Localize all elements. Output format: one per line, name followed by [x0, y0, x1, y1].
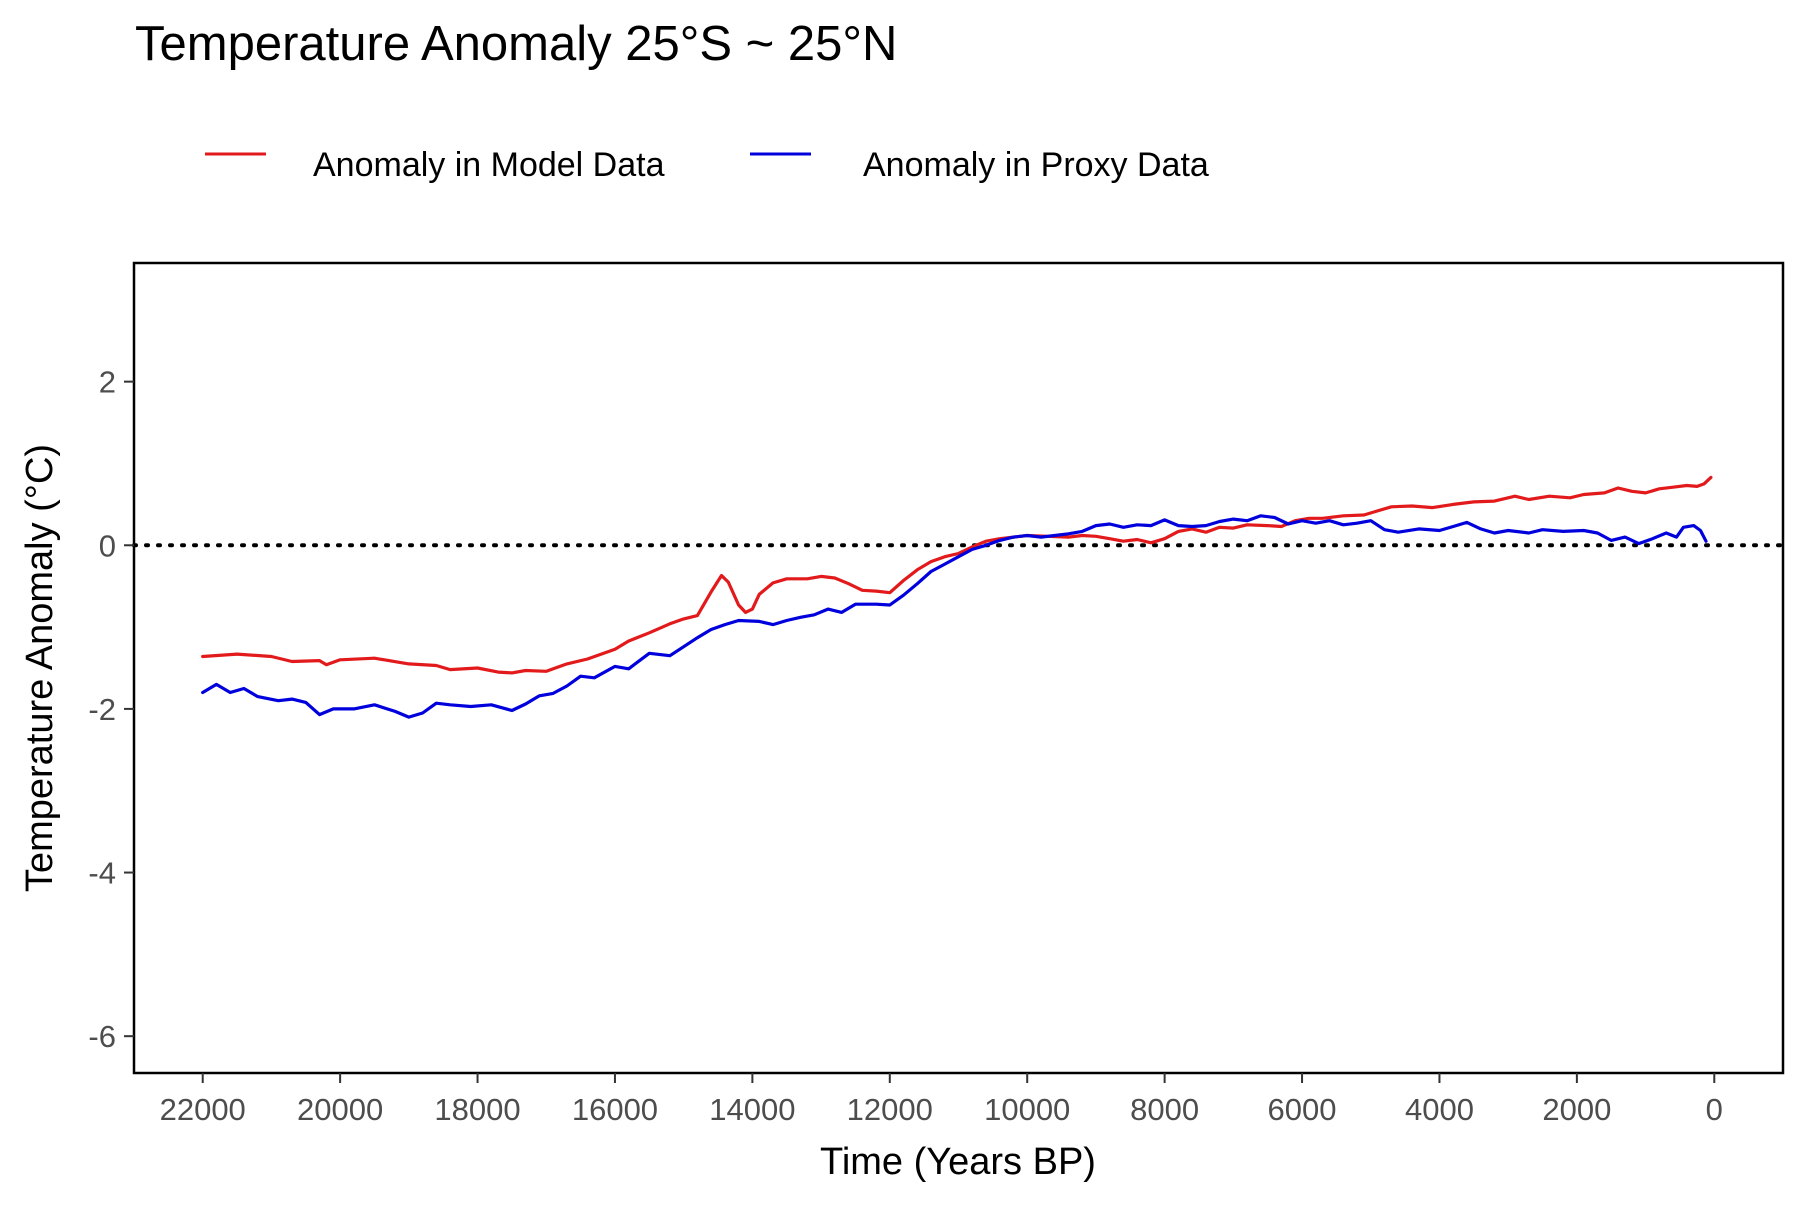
x-tick-label: 18000	[434, 1092, 520, 1127]
x-tick-label: 12000	[847, 1092, 933, 1127]
x-axis-label: Time (Years BP)	[820, 1141, 1096, 1183]
x-tick-label: 8000	[1130, 1092, 1199, 1127]
x-tick-label: 0	[1706, 1092, 1723, 1127]
y-tick-label: -6	[88, 1019, 116, 1054]
y-axis: -6 -4 -2 0 2	[88, 365, 134, 1054]
x-tick-label: 4000	[1405, 1092, 1474, 1127]
x-tick-label: 20000	[297, 1092, 383, 1127]
y-axis-label: Temperature Anomaly (°C)	[19, 444, 61, 892]
x-tick-label: 2000	[1542, 1092, 1611, 1127]
y-tick-label: 0	[99, 528, 116, 563]
y-tick-label: 2	[99, 365, 116, 400]
x-tick-label: 22000	[160, 1092, 246, 1127]
legend-label-proxy: Anomaly in Proxy Data	[863, 146, 1209, 184]
x-tick-label: 6000	[1268, 1092, 1337, 1127]
x-tick-label: 10000	[984, 1092, 1070, 1127]
x-tick-label: 14000	[709, 1092, 795, 1127]
plot-border	[132, 261, 1785, 1075]
y-tick-label: -2	[88, 692, 116, 727]
series-line-model	[201, 475, 1713, 675]
y-tick-label: -4	[88, 856, 116, 891]
plot-area	[132, 475, 1785, 719]
x-tick-label: 16000	[572, 1092, 658, 1127]
chart-title: Temperature Anomaly 25°S ~ 25°N	[135, 17, 897, 71]
series-line-proxy	[201, 514, 1708, 719]
legend-label-model: Anomaly in Model Data	[313, 146, 665, 184]
legend: Anomaly in Model Data Anomaly in Proxy D…	[205, 146, 1209, 184]
x-axis: 22000 20000 18000 16000 14000 12000 10000 8000 6…	[160, 1073, 1723, 1127]
